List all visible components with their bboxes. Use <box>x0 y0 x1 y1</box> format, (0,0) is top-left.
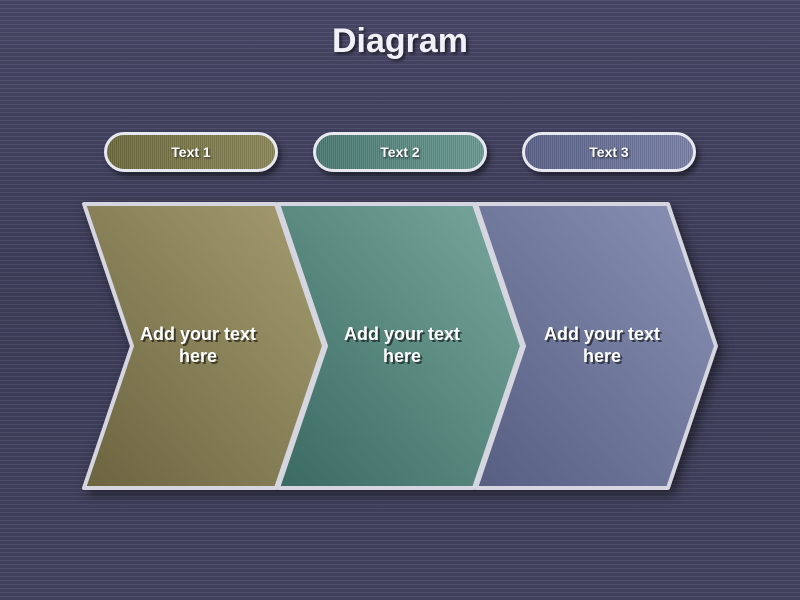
pill-1: Text 1 <box>104 132 278 172</box>
pill-row: Text 1 Text 2 Text 3 <box>104 132 696 172</box>
svg-text:here: here <box>179 346 217 366</box>
pill-2-label: Text 2 <box>380 144 419 160</box>
pill-3-label: Text 3 <box>589 144 628 160</box>
svg-text:Add your text: Add your text <box>344 324 460 344</box>
pill-3: Text 3 <box>522 132 696 172</box>
svg-text:here: here <box>383 346 421 366</box>
svg-text:Add your text: Add your text <box>140 324 256 344</box>
pill-1-label: Text 1 <box>171 144 210 160</box>
svg-text:Add your text: Add your text <box>544 324 660 344</box>
page-title: Diagram <box>0 22 800 61</box>
chevron-row: Add your text here Add your text here Ad… <box>80 202 720 490</box>
svg-text:here: here <box>583 346 621 366</box>
pill-2: Text 2 <box>313 132 487 172</box>
